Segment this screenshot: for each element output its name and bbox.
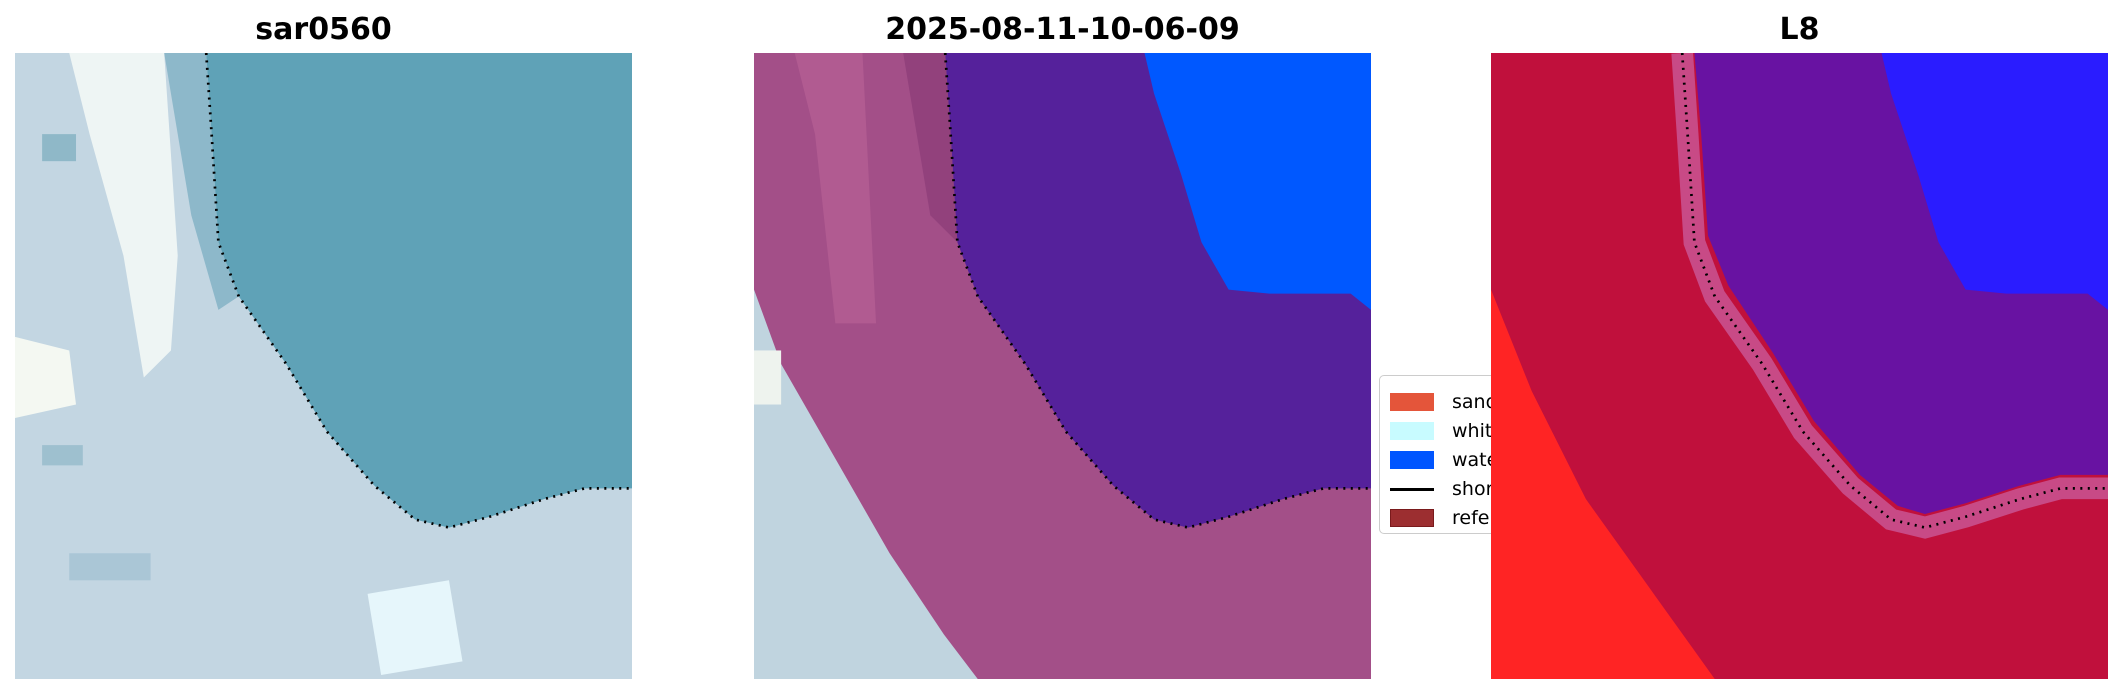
legend-item-shore: shore [1390, 476, 1505, 502]
legend-swatch [1390, 422, 1434, 440]
legend-item-water: water [1390, 447, 1506, 473]
legend-swatch [1390, 393, 1434, 411]
panel-title-rgb: sar0560 [255, 12, 392, 47]
classification-panel [754, 53, 1371, 679]
rgb-image-panel [15, 53, 632, 679]
legend-line [1390, 487, 1434, 491]
legend-item-sand: sand [1390, 389, 1498, 415]
legend-item-white: white [1390, 418, 1504, 444]
legend-swatch [1390, 451, 1434, 469]
legend-label: refer [1452, 507, 1498, 529]
legend-swatch [1390, 509, 1434, 527]
probability-panel [1491, 53, 2108, 679]
legend-item-reference: refer [1390, 505, 1497, 531]
legend-label: sand [1452, 391, 1498, 413]
panel-title-probability: L8 [1779, 12, 1820, 47]
panel-title-classification: 2025-08-11-10-06-09 [885, 12, 1240, 47]
